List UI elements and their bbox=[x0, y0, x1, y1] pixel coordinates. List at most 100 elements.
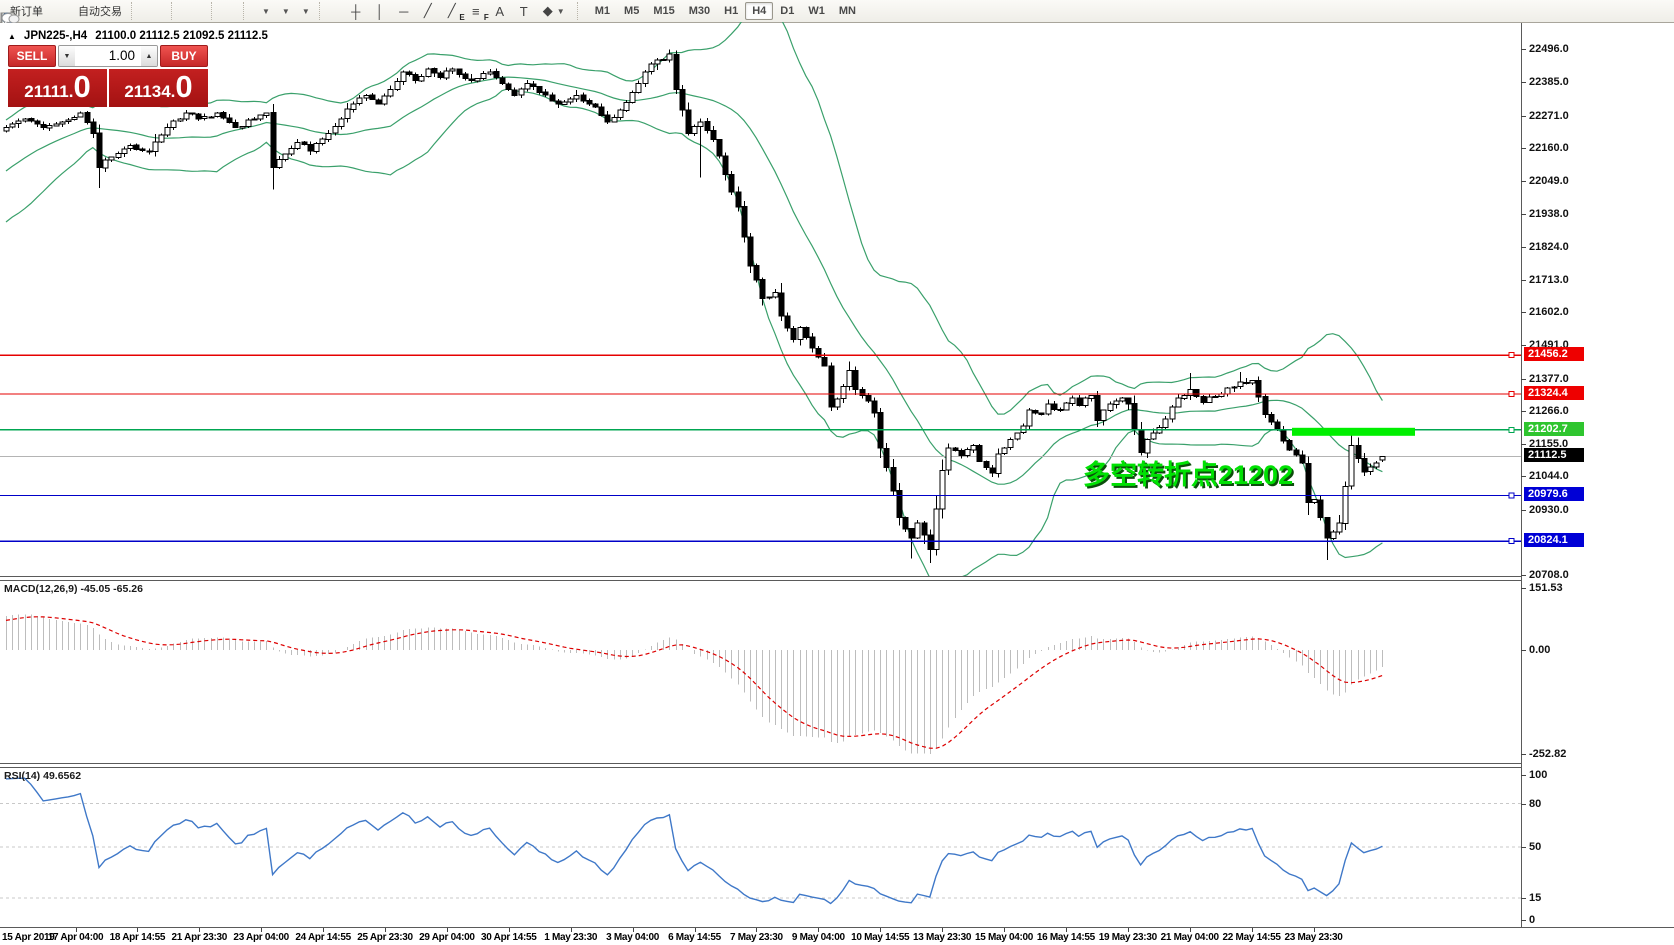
buy-price-button[interactable]: 21134. 0 bbox=[109, 69, 208, 107]
lot-increase-button[interactable]: ▲ bbox=[141, 46, 157, 66]
data-window-button[interactable] bbox=[1, 1, 63, 25]
axis-tick bbox=[1521, 898, 1526, 899]
time-tick bbox=[756, 928, 757, 932]
crosshair-tool-button[interactable]: ┼ bbox=[351, 3, 361, 19]
toolbar-separator bbox=[318, 2, 325, 20]
price-tag-21112.5: 21112.5 bbox=[1524, 448, 1584, 462]
zoom-out-button[interactable] bbox=[2, 1, 198, 26]
axis-tick-label: 21266.0 bbox=[1529, 405, 1569, 417]
time-label: 24 Apr 14:55 bbox=[295, 932, 351, 943]
sell-button[interactable]: SELL bbox=[8, 45, 56, 67]
axis-tick bbox=[1521, 247, 1526, 248]
periods-button[interactable]: ▼ bbox=[1, 1, 294, 26]
axis-tick-label: 20930.0 bbox=[1529, 504, 1569, 516]
buy-price-main: 21134 bbox=[124, 82, 171, 101]
axis-tick bbox=[1521, 82, 1526, 83]
templates-button[interactable]: ▼ bbox=[1, 1, 314, 25]
text-label-tool-button[interactable]: T bbox=[519, 3, 528, 19]
time-tick bbox=[1314, 928, 1315, 932]
hline-handle[interactable] bbox=[1508, 492, 1515, 499]
axis-tick-label: 22160.0 bbox=[1529, 142, 1569, 154]
trendline-tool-button[interactable]: ╱ bbox=[423, 3, 432, 18]
time-label: 25 Apr 23:30 bbox=[357, 932, 413, 943]
axis-tick bbox=[1521, 49, 1526, 50]
timeframe-m1-button[interactable]: M1 bbox=[594, 5, 611, 17]
time-label: 16 May 14:55 bbox=[1036, 932, 1095, 943]
bar-chart-button[interactable] bbox=[2, 1, 150, 25]
time-label: 21 May 04:00 bbox=[1160, 932, 1219, 943]
price-tag-21456.2: 21456.2 bbox=[1524, 347, 1584, 361]
time-label: 9 May 04:00 bbox=[791, 932, 845, 943]
time-tick bbox=[1066, 928, 1067, 932]
market-watch-button[interactable] bbox=[1, 1, 55, 25]
axis-tick-label: 22496.0 bbox=[1529, 43, 1569, 55]
main-chart-area[interactable] bbox=[0, 22, 1521, 578]
bb-middle-band bbox=[5, 76, 1383, 485]
line-chart-button[interactable] bbox=[1, 1, 166, 24]
time-label: 7 May 23:30 bbox=[729, 932, 783, 943]
hline-handle[interactable] bbox=[1508, 426, 1515, 433]
macd-pane-splitter[interactable] bbox=[0, 576, 1521, 581]
price-axis: 22496.0 22385.0 22271.0 22160.0 22049.0 21938… bbox=[1521, 23, 1674, 927]
time-tick bbox=[880, 928, 881, 932]
candles bbox=[3, 49, 1386, 563]
time-tick bbox=[1004, 928, 1005, 932]
timeframe-d1-button[interactable]: D1 bbox=[780, 5, 795, 17]
axis-tick bbox=[1521, 444, 1526, 445]
horizontal-line-tool-button[interactable]: ─ bbox=[399, 3, 409, 19]
cursor-tool-button[interactable] bbox=[4, 1, 338, 26]
hline-handle[interactable] bbox=[1508, 538, 1515, 545]
time-tick bbox=[695, 928, 696, 932]
timeframe-m15-button[interactable]: M15 bbox=[653, 5, 675, 17]
autotrading-button[interactable]: 自动交易 bbox=[1, 1, 126, 27]
vertical-line-tool-button[interactable]: │ bbox=[375, 3, 384, 19]
pivot-highlight-bar[interactable] bbox=[1292, 427, 1415, 436]
lot-decrease-button[interactable]: ▼ bbox=[59, 46, 75, 66]
time-tick bbox=[509, 928, 510, 932]
macd-histogram bbox=[6, 614, 1383, 754]
arrows-tool-button[interactable]: ◆ ▼ bbox=[542, 3, 565, 18]
rsi-value: 49.6562 bbox=[43, 770, 82, 782]
axis-tick bbox=[1521, 847, 1526, 848]
buy-button[interactable]: BUY bbox=[160, 45, 208, 67]
chart-title: ▲ JPN225-,H4 21100.0 21112.5 21092.5 211… bbox=[8, 30, 268, 42]
fibonacci-retracement-tool-button[interactable]: ≡ F bbox=[471, 3, 489, 23]
timeframe-m5-button[interactable]: M5 bbox=[624, 5, 640, 17]
axis-tick-label: 21824.0 bbox=[1529, 241, 1569, 253]
sell-price-button[interactable]: 21111. 0 bbox=[8, 69, 107, 107]
lot-size-input[interactable]: 1.00 bbox=[108, 48, 135, 63]
time-tick bbox=[571, 928, 572, 932]
time-tick bbox=[1190, 928, 1191, 932]
tile-windows-button[interactable] bbox=[2, 1, 206, 25]
rsi-pane[interactable] bbox=[0, 767, 1521, 927]
timeframe-mn-button[interactable]: MN bbox=[838, 5, 856, 17]
indicators-button[interactable]: ▼ bbox=[0, 1, 274, 26]
text-tool-button[interactable]: A bbox=[495, 3, 505, 19]
dropdown-arrow-icon: ▼ bbox=[301, 6, 310, 16]
hline-handle[interactable] bbox=[1508, 352, 1515, 359]
time-label: 23 May 23:30 bbox=[1284, 932, 1343, 943]
equidistant-channel-tool-button[interactable]: ╱ E bbox=[447, 3, 465, 22]
auto-scroll-button[interactable] bbox=[2, 1, 230, 25]
time-label: 15 May 04:00 bbox=[974, 932, 1034, 943]
hline-handle[interactable] bbox=[1508, 391, 1515, 397]
axis-tick-label: 80 bbox=[1529, 798, 1542, 810]
timeframe-m30-button[interactable]: M30 bbox=[688, 5, 711, 17]
bb-lower-band bbox=[5, 88, 1383, 578]
time-label: 6 May 14:55 bbox=[668, 932, 721, 943]
time-label: 13 May 23:30 bbox=[913, 932, 972, 943]
macd-indicator-label: MACD(12,26,9) -45.05 -65.26 bbox=[4, 583, 143, 595]
signals-button[interactable] bbox=[1, 1, 71, 24]
axis-tick bbox=[1521, 116, 1526, 117]
timeframe-h1-button[interactable]: H1 bbox=[724, 5, 739, 17]
rsi-pane-splitter[interactable] bbox=[0, 763, 1521, 768]
collapse-panel-icon[interactable]: ▲ bbox=[8, 31, 16, 41]
timeframe-w1-button[interactable]: W1 bbox=[808, 5, 825, 17]
axis-tick-label: 15 bbox=[1529, 892, 1542, 904]
chart-shift-button[interactable] bbox=[3, 1, 238, 25]
timeframe-h4-button[interactable]: H4 bbox=[745, 2, 774, 20]
zoom-in-button[interactable] bbox=[2, 1, 190, 26]
candlestick-chart-button[interactable] bbox=[2, 1, 158, 25]
macd-pane[interactable] bbox=[0, 580, 1521, 765]
